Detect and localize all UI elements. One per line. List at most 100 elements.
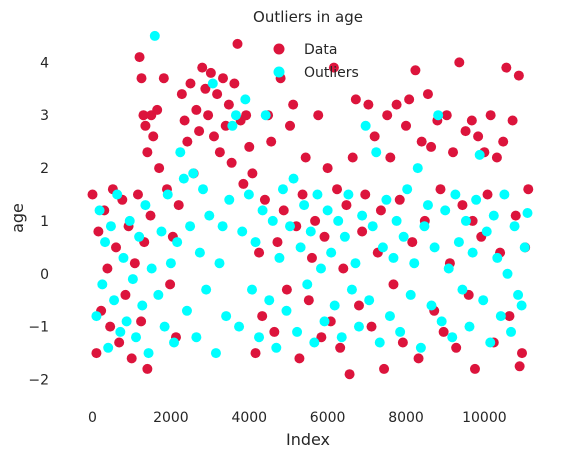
data-point — [513, 70, 524, 81]
y-tick-label: 3 — [40, 108, 49, 124]
data-point — [510, 210, 521, 221]
data-point — [517, 348, 527, 359]
outlier-point — [214, 258, 225, 269]
outlier-point — [210, 348, 221, 359]
data-point — [363, 99, 374, 110]
outlier-point — [478, 295, 489, 306]
outlier-point — [146, 263, 157, 274]
data-point — [134, 52, 145, 63]
outlier-point — [457, 284, 468, 295]
data-point — [413, 353, 424, 364]
outlier-point — [94, 205, 105, 216]
data-point — [126, 353, 137, 364]
data-point — [297, 189, 308, 200]
outlier-point — [513, 289, 524, 300]
outlier-point — [395, 326, 406, 337]
data-point — [473, 131, 484, 142]
outlier-point — [295, 242, 306, 253]
data-point — [140, 120, 151, 131]
data-point — [226, 157, 237, 168]
outlier-point — [433, 110, 444, 121]
data-point — [176, 89, 187, 100]
outlier-point — [134, 231, 145, 242]
data-point — [300, 152, 311, 163]
x-tick-label: 4000 — [231, 410, 267, 426]
outlier-point — [322, 205, 333, 216]
outlier-point — [495, 311, 506, 322]
data-point — [350, 94, 361, 105]
data-point — [332, 184, 343, 195]
outlier-point — [405, 289, 416, 300]
data-point — [152, 104, 163, 115]
outlier-point — [285, 221, 296, 232]
outlier-point — [367, 221, 378, 232]
outlier-point — [364, 295, 375, 306]
data-point — [426, 141, 437, 152]
data-point — [385, 152, 396, 163]
outlier-point — [360, 120, 371, 131]
legend-data-marker — [273, 43, 285, 55]
outlier-point — [243, 189, 254, 200]
data-point — [254, 247, 265, 258]
data-point — [120, 289, 131, 300]
legend: Data Outliers — [273, 42, 359, 81]
data-point — [457, 200, 468, 211]
outlier-point — [221, 311, 232, 322]
outlier-point — [436, 316, 447, 327]
data-point — [148, 131, 159, 142]
outlier-point — [118, 252, 129, 263]
data-point — [194, 126, 205, 137]
outlier-point — [230, 110, 241, 121]
outlier-point — [474, 149, 485, 160]
data-point — [313, 110, 324, 121]
data-point — [154, 163, 165, 174]
y-tick-label: 1 — [40, 214, 49, 230]
data-point — [142, 363, 153, 374]
y-tick-label: −1 — [28, 320, 49, 336]
data-point — [91, 348, 102, 359]
data-point — [391, 99, 402, 110]
data-point — [212, 89, 223, 100]
data-point — [205, 67, 216, 78]
outlier-point — [162, 189, 173, 200]
data-point — [294, 353, 305, 364]
outlier-point — [522, 208, 533, 218]
data-point — [191, 104, 202, 115]
outlier-point — [207, 78, 218, 89]
data-point — [218, 73, 228, 84]
outlier-point — [447, 332, 458, 343]
data-point — [165, 279, 176, 290]
data-point — [288, 99, 299, 110]
outlier-point — [481, 226, 492, 237]
data-point — [281, 284, 292, 295]
data-point — [341, 200, 352, 211]
outlier-point — [254, 332, 265, 343]
outlier-point — [409, 258, 420, 269]
outlier-point — [336, 332, 347, 343]
outlier-point — [271, 342, 282, 353]
outlier-point — [488, 210, 499, 221]
legend-outliers-label: Outliers — [304, 65, 359, 81]
data-point — [278, 205, 289, 216]
outlier-point — [426, 300, 437, 311]
data-point — [388, 279, 399, 290]
outlier-point — [312, 189, 323, 200]
data-point — [382, 110, 393, 121]
outlier-point — [181, 305, 192, 316]
outlier-point — [460, 215, 471, 226]
outlier-point — [124, 215, 135, 226]
data-point — [136, 73, 147, 84]
outlier-point — [374, 337, 385, 348]
chart-title: Outliers in age — [253, 8, 363, 26]
data-point — [214, 147, 225, 158]
outlier-point — [309, 337, 320, 348]
outlier-point — [169, 337, 180, 348]
outlier-point — [277, 184, 288, 195]
data-point — [454, 57, 465, 68]
y-axis-label: age — [8, 203, 27, 233]
outlier-point — [217, 221, 228, 232]
outlier-point — [140, 200, 151, 211]
outlier-point — [165, 258, 176, 269]
outlier-point — [260, 110, 271, 121]
